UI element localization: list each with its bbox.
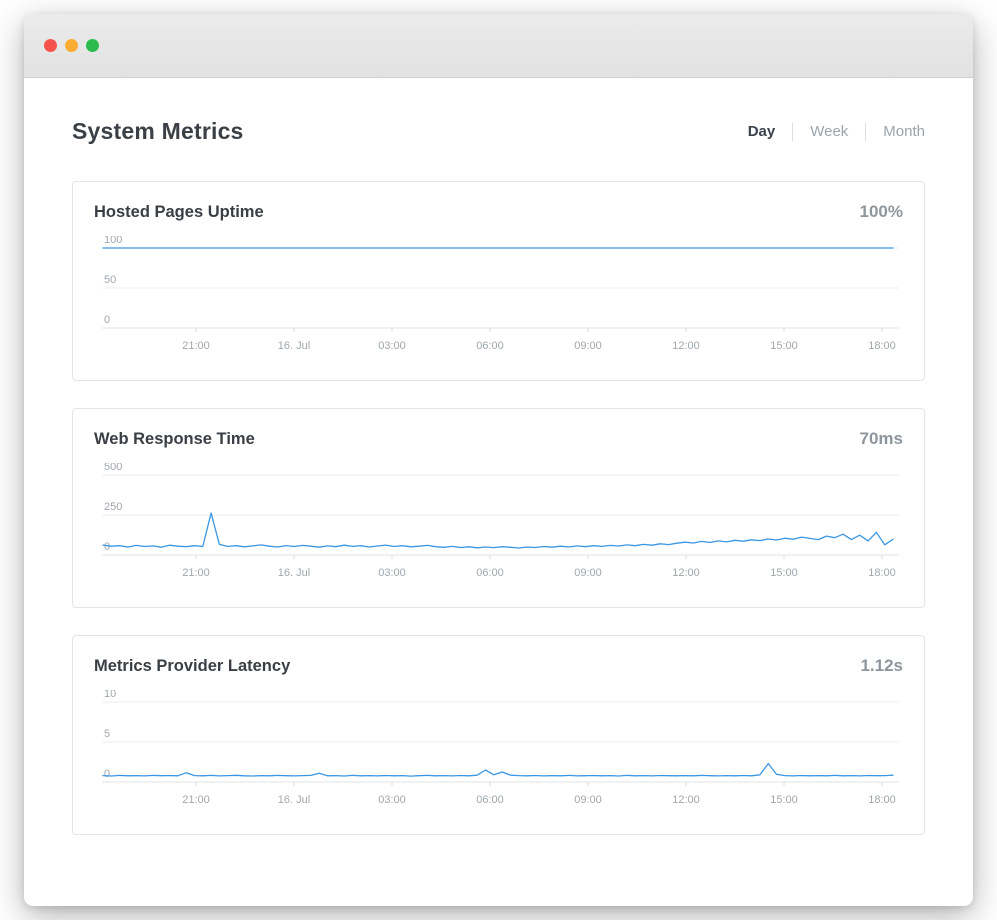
card-header: Metrics Provider Latency 1.12s	[94, 656, 903, 676]
svg-text:50: 50	[104, 274, 116, 286]
time-range-tabs: Day Week Month	[731, 122, 925, 141]
tab-week[interactable]: Week	[792, 122, 865, 141]
page-header: System Metrics Day Week Month	[72, 118, 925, 145]
svg-text:100: 100	[104, 236, 122, 246]
svg-text:0: 0	[104, 541, 110, 553]
chart-current-value: 70ms	[859, 429, 903, 448]
page-title: System Metrics	[72, 118, 244, 144]
card-hosted-pages-uptime: Hosted Pages Uptime 100% 0 50 100 21:00 16. …	[72, 181, 925, 381]
response-time-chart-canvas: 0 250 500 21:00 16. Jul 03:00 06:00 09:00 12:00 1…	[94, 463, 903, 585]
card-header: Web Response Time 70ms	[94, 429, 903, 449]
svg-text:5: 5	[104, 728, 110, 740]
card-header: Hosted Pages Uptime 100%	[94, 202, 903, 222]
svg-text:03:00: 03:00	[378, 567, 406, 579]
svg-text:06:00: 06:00	[476, 340, 504, 352]
svg-text:16. Jul: 16. Jul	[278, 567, 310, 579]
svg-text:21:00: 21:00	[182, 567, 210, 579]
chart-current-value: 1.12s	[860, 656, 903, 675]
svg-text:18:00: 18:00	[868, 340, 896, 352]
svg-text:09:00: 09:00	[574, 567, 602, 579]
svg-text:21:00: 21:00	[182, 794, 210, 806]
svg-text:250: 250	[104, 501, 122, 513]
main-content: System Metrics Day Week Month Hosted Pag…	[24, 78, 973, 835]
uptime-chart-canvas: 0 50 100 21:00 16. Jul 03:00 06:00 09:00 12:00 15…	[94, 236, 903, 358]
chart-title: Web Response Time	[94, 430, 255, 448]
svg-text:18:00: 18:00	[868, 567, 896, 579]
close-window-button[interactable]	[44, 39, 57, 52]
card-web-response-time: Web Response Time 70ms 0 250 500 21:00 16. J…	[72, 408, 925, 608]
svg-text:21:00: 21:00	[182, 340, 210, 352]
tab-day[interactable]: Day	[747, 122, 776, 140]
svg-text:10: 10	[104, 690, 116, 700]
svg-text:0: 0	[104, 314, 110, 326]
chart-current-value: 100%	[859, 202, 903, 221]
svg-text:16. Jul: 16. Jul	[278, 794, 310, 806]
svg-text:15:00: 15:00	[770, 340, 798, 352]
svg-text:15:00: 15:00	[770, 794, 798, 806]
svg-text:12:00: 12:00	[672, 794, 700, 806]
svg-text:500: 500	[104, 463, 122, 473]
minimize-window-button[interactable]	[65, 39, 78, 52]
svg-text:03:00: 03:00	[378, 794, 406, 806]
window-titlebar	[24, 14, 973, 78]
latency-chart-canvas: 0 5 10 21:00 16. Jul 03:00 06:00 09:00 12:00 15:0…	[94, 690, 903, 812]
svg-text:03:00: 03:00	[378, 340, 406, 352]
svg-text:0: 0	[104, 768, 110, 780]
svg-text:15:00: 15:00	[770, 567, 798, 579]
svg-text:12:00: 12:00	[672, 567, 700, 579]
svg-text:16. Jul: 16. Jul	[278, 340, 310, 352]
chart-title: Hosted Pages Uptime	[94, 203, 264, 221]
svg-text:09:00: 09:00	[574, 340, 602, 352]
svg-text:06:00: 06:00	[476, 567, 504, 579]
card-metrics-provider-latency: Metrics Provider Latency 1.12s 0 5 10 21:00…	[72, 635, 925, 835]
zoom-window-button[interactable]	[86, 39, 99, 52]
chart-title: Metrics Provider Latency	[94, 657, 291, 675]
svg-text:18:00: 18:00	[868, 794, 896, 806]
svg-text:12:00: 12:00	[672, 340, 700, 352]
tab-month[interactable]: Month	[865, 122, 925, 141]
svg-text:06:00: 06:00	[476, 794, 504, 806]
svg-text:09:00: 09:00	[574, 794, 602, 806]
app-window: System Metrics Day Week Month Hosted Pag…	[24, 14, 973, 906]
